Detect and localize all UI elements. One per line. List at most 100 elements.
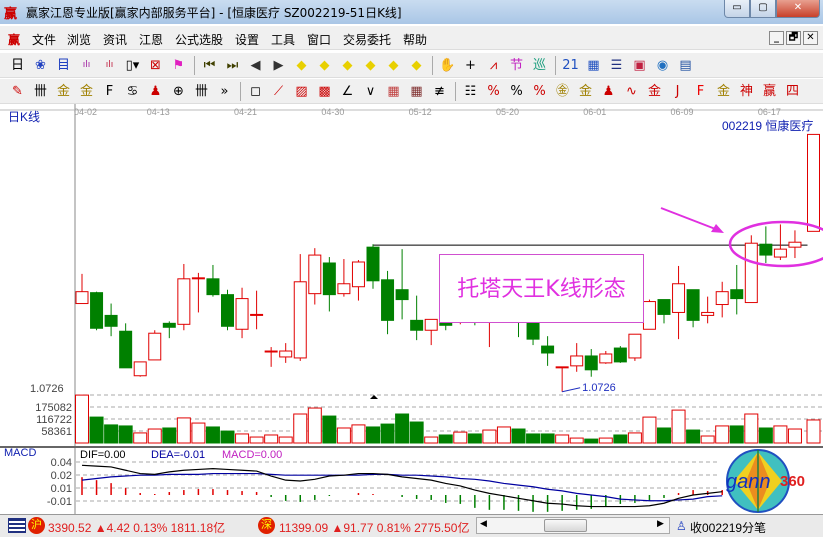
parallel-icon[interactable]: ≢ xyxy=(434,84,445,99)
date-tick: 06-17 xyxy=(758,107,781,117)
calendar-icon[interactable] xyxy=(8,518,26,533)
annotation-arrow xyxy=(660,207,719,231)
tick-data-label[interactable]: 收002219分笔 xyxy=(690,521,767,535)
shen-angle-icon[interactable]: 神 xyxy=(739,84,753,99)
last-icon[interactable]: ⏭ xyxy=(226,58,239,73)
angle-icon[interactable]: ∠ xyxy=(341,84,354,99)
shenzhen-index: 11399.09 ▲91.77 0.81% 2775.50亿 xyxy=(279,521,470,535)
menu-file[interactable]: 文件 xyxy=(32,33,57,47)
percent1-icon[interactable]: % xyxy=(487,84,500,99)
gann-icon[interactable]: ⊠ xyxy=(150,58,161,73)
four-angle-icon[interactable]: 四 xyxy=(785,84,799,99)
gold1-icon[interactable]: 金 xyxy=(56,84,70,99)
bars3-icon[interactable]: ılı xyxy=(82,60,91,70)
left-icon[interactable]: ◀ xyxy=(250,58,261,73)
vee-icon[interactable]: ∨ xyxy=(365,84,376,99)
f-angle-icon[interactable]: F xyxy=(696,84,705,99)
mdi-restore-button[interactable]: 🗗 xyxy=(786,31,801,45)
candle-icon[interactable]: ▯▾ xyxy=(125,58,140,73)
fit-icon[interactable]: ◆ xyxy=(411,58,422,73)
menu-info[interactable]: 资讯 xyxy=(103,33,128,47)
chart-type-icon[interactable]: ❀ xyxy=(35,58,46,73)
candle-up xyxy=(701,311,715,316)
chart-canvas[interactable]: 04-02 04-13 04-21 04-30 05-12 05-20 06-01 06-09… xyxy=(0,104,823,514)
lines-icon[interactable]: 卌 xyxy=(194,84,208,99)
season-icon[interactable]: 节 xyxy=(509,58,523,73)
box-icon[interactable]: ◻ xyxy=(250,84,261,99)
first-icon[interactable]: ⏮ xyxy=(203,58,216,73)
close-button[interactable]: ✕ xyxy=(776,0,820,18)
volume-tick: 116722 xyxy=(36,414,72,426)
menu-formula-select[interactable]: 公式选股 xyxy=(175,33,224,47)
ying-angle-icon[interactable]: 赢 xyxy=(762,84,776,99)
shrink-icon[interactable]: ◆ xyxy=(365,58,376,73)
web-icon[interactable]: ◉ xyxy=(656,58,669,73)
menu-tools[interactable]: 工具 xyxy=(271,33,296,47)
minimize-button[interactable]: ▭ xyxy=(724,0,750,18)
volume-bar xyxy=(511,428,526,444)
candle-up xyxy=(148,332,162,361)
arrow-head-icon xyxy=(711,224,724,233)
notes-icon[interactable]: ☰ xyxy=(610,58,623,73)
fib-icon[interactable]: F xyxy=(105,84,114,99)
flag-icon[interactable]: ⚑ xyxy=(172,58,185,73)
square2-icon[interactable]: ▩ xyxy=(318,84,331,99)
square-icon[interactable]: ▨ xyxy=(295,84,308,99)
macd-tick: 0.02 xyxy=(51,470,72,482)
scrollbar-thumb[interactable] xyxy=(544,519,587,532)
circle-icon[interactable]: ⊕ xyxy=(173,84,184,99)
rocket-icon[interactable]: ♟ xyxy=(149,84,162,99)
bars9-icon[interactable]: ılı xyxy=(105,60,114,70)
period-day-icon[interactable]: 日▾ xyxy=(10,58,24,73)
menu-help[interactable]: 帮助 xyxy=(403,33,428,47)
save-icon[interactable]: ▣ xyxy=(633,58,646,73)
table-icon[interactable]: ☷ xyxy=(464,84,477,99)
calendar-icon[interactable]: 21 xyxy=(562,58,579,73)
horizontal-scrollbar[interactable]: ◀ ▶ xyxy=(476,517,670,534)
gold-angle-icon[interactable]: 金 xyxy=(716,84,730,99)
kline-chart[interactable]: 04-02 04-13 04-21 04-30 05-12 05-20 06-01 06-09… xyxy=(0,104,823,514)
hand-icon[interactable]: ✋ xyxy=(439,58,456,73)
right-icon[interactable]: ▶ xyxy=(273,58,284,73)
percent2-icon[interactable]: % xyxy=(510,84,523,99)
line-icon[interactable]: ⩘ xyxy=(489,58,498,73)
zoom-right-icon[interactable]: ◆ xyxy=(319,58,330,73)
cycle-icon[interactable]: 巡 xyxy=(532,58,546,73)
candle-up xyxy=(599,353,613,364)
rocket2-icon[interactable]: ♟ xyxy=(602,84,615,99)
mdi-minimize-button[interactable]: _ xyxy=(769,31,784,45)
pen-icon[interactable]: ✎ xyxy=(12,84,23,99)
more-icon[interactable]: » xyxy=(220,84,229,99)
percent3-icon[interactable]: % xyxy=(533,84,546,99)
scroll-left-icon[interactable]: ◀ xyxy=(480,518,487,528)
gold-coin-icon[interactable]: ㊎ xyxy=(555,84,569,99)
spiral-icon[interactable]: ♋ xyxy=(126,84,139,99)
page-icon[interactable]: 目 xyxy=(56,58,70,73)
menu-browse[interactable]: 浏览 xyxy=(67,33,92,47)
j-angle-icon[interactable]: J xyxy=(675,84,680,99)
mdi-close-button[interactable]: ✕ xyxy=(803,31,818,45)
logo-number: 360 xyxy=(780,473,805,490)
center-icon[interactable]: ◆ xyxy=(388,58,399,73)
grid2-icon[interactable]: ▦ xyxy=(387,84,400,99)
gold2-icon[interactable]: 金 xyxy=(79,84,93,99)
fan-icon[interactable]: ⟋ xyxy=(273,84,284,99)
grid-icon[interactable]: 卌 xyxy=(33,84,47,99)
dif-value: DIF=0.00 xyxy=(80,449,126,461)
menu-trade[interactable]: 交易委托 xyxy=(343,33,392,47)
maximize-button[interactable]: ▢ xyxy=(750,0,776,18)
menu-bar: 赢 文件 浏览 资讯 江恩 公式选股 设置 工具 窗口 交易委托 帮助 _ 🗗 … xyxy=(0,26,823,50)
gold-line-icon[interactable]: 金 xyxy=(578,84,592,99)
zoom-left-icon[interactable]: ◆ xyxy=(296,58,307,73)
menu-settings[interactable]: 设置 xyxy=(235,33,260,47)
menu-gann[interactable]: 江恩 xyxy=(139,33,164,47)
calculator-icon[interactable]: ▦ xyxy=(587,58,600,73)
expand-icon[interactable]: ◆ xyxy=(342,58,353,73)
wave-icon[interactable]: ∿ xyxy=(626,84,637,99)
gold-bar-icon[interactable]: 金 xyxy=(647,84,661,99)
scroll-right-icon[interactable]: ▶ xyxy=(657,518,664,528)
menu-window[interactable]: 窗口 xyxy=(307,33,332,47)
crosshair-icon[interactable]: + xyxy=(465,58,476,73)
network-icon[interactable]: ▤ xyxy=(679,58,692,73)
grid3-icon[interactable]: ▦ xyxy=(410,84,423,99)
